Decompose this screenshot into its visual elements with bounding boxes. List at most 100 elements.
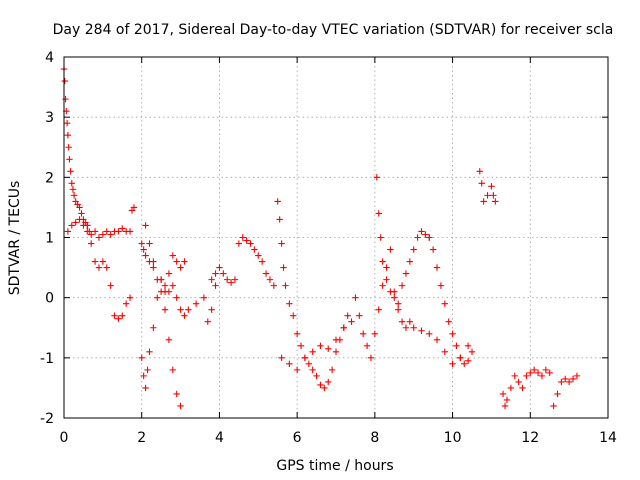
data-point (340, 324, 347, 331)
data-point (414, 234, 421, 241)
data-point (429, 246, 437, 253)
chart-title: Day 284 of 2017, Sidereal Day-to-day VTE… (53, 22, 614, 38)
data-point (142, 384, 149, 392)
data-point (239, 234, 246, 241)
data-point (383, 264, 390, 271)
data-point (394, 300, 402, 307)
data-point (64, 228, 72, 235)
data-point (216, 264, 223, 271)
data-point (161, 282, 169, 289)
data-point (569, 375, 577, 383)
data-point (348, 318, 355, 325)
data-point (530, 366, 538, 374)
data-point (69, 186, 77, 193)
y-tick-label: 4 (45, 50, 54, 66)
data-point (130, 204, 138, 211)
data-point (321, 384, 328, 392)
data-point (140, 246, 147, 253)
data-point (468, 348, 476, 356)
x-tick-label: 6 (293, 430, 302, 446)
data-point (262, 270, 270, 277)
data-point (115, 228, 122, 235)
data-point (161, 288, 169, 295)
x-tick-label: 4 (215, 430, 224, 446)
data-point (103, 228, 110, 235)
data-point (499, 390, 507, 398)
data-point (266, 276, 274, 283)
data-point (122, 300, 130, 307)
data-point (235, 240, 243, 247)
x-tick-labels: 0 2 4 6 8 10 12 14 (60, 430, 617, 446)
data-point (227, 279, 235, 286)
data-point (169, 366, 176, 374)
series-segment-3 (204, 234, 278, 325)
data-point (68, 180, 75, 187)
data-point (433, 336, 441, 343)
series-dip-1 (84, 222, 134, 322)
data-point (150, 264, 157, 271)
data-point (91, 258, 99, 265)
data-point (360, 330, 367, 337)
data-point (140, 372, 147, 380)
data-point (441, 300, 448, 307)
data-point (181, 312, 188, 319)
series-segment-2a (128, 204, 184, 410)
data-point (418, 228, 425, 235)
data-point (501, 402, 509, 410)
y-tick-label: 2 (45, 170, 54, 186)
data-point (449, 360, 456, 368)
data-point (165, 336, 173, 343)
data-point (437, 282, 445, 289)
x-tick-label: 2 (137, 430, 146, 446)
data-point (65, 144, 72, 151)
data-point (356, 312, 363, 319)
data-point (293, 366, 301, 374)
series-segment-4b (278, 318, 355, 374)
data-point (293, 330, 301, 337)
data-point (138, 240, 145, 247)
data-point (224, 276, 231, 283)
data-point (119, 312, 126, 319)
data-point (441, 348, 448, 356)
data-point (332, 336, 340, 343)
data-point (62, 95, 69, 103)
data-point (317, 381, 324, 389)
data-point (66, 156, 73, 163)
data-point (169, 282, 176, 289)
data-point (161, 306, 169, 313)
x-axis-label: GPS time / hours (276, 458, 393, 474)
data-point (68, 222, 75, 229)
y-tick-label: -2 (40, 411, 54, 427)
data-point (290, 312, 297, 319)
data-point (453, 342, 460, 349)
data-point (554, 390, 561, 398)
data-point (503, 396, 511, 404)
axis-ticks (63, 56, 609, 419)
data-point (538, 372, 546, 380)
data-point (84, 228, 91, 235)
data-point (146, 240, 153, 247)
data-point (103, 264, 110, 271)
data-point (67, 168, 74, 175)
data-point (394, 306, 402, 313)
data-point (61, 77, 68, 85)
data-points (60, 65, 581, 410)
data-point (406, 318, 414, 325)
series-segment-2b (138, 270, 219, 392)
data-point (546, 369, 553, 377)
data-point (426, 330, 433, 337)
data-point (332, 348, 340, 356)
data-point (169, 252, 176, 259)
y-tick-label: 0 (45, 291, 54, 307)
data-point (200, 294, 208, 301)
data-point (76, 204, 83, 211)
data-point (422, 231, 429, 238)
data-point (325, 378, 332, 386)
data-point (72, 219, 79, 226)
data-point (157, 276, 165, 283)
data-point (461, 360, 468, 368)
data-point (492, 198, 499, 205)
data-point (377, 234, 384, 241)
data-point (208, 306, 215, 313)
data-point (305, 360, 312, 368)
